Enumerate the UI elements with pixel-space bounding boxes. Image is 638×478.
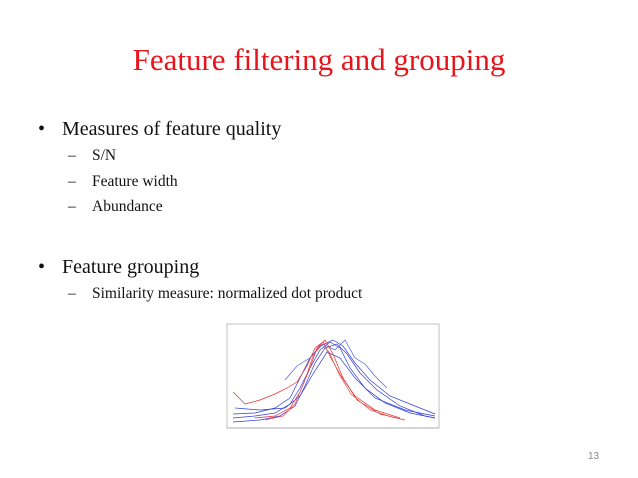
dash-marker: – — [68, 284, 76, 302]
bullet-marker: • — [38, 118, 46, 140]
subitem-text: Similarity measure: normalized dot produ… — [92, 284, 363, 302]
subitem-text: Feature width — [92, 172, 178, 190]
figure — [226, 323, 440, 429]
bullet-text: Measures of feature quality — [62, 118, 282, 140]
bullet-marker: • — [38, 255, 46, 278]
page-number: 13 — [588, 451, 600, 462]
bullet-text: Feature grouping — [62, 255, 200, 278]
subitem-text: Abundance — [92, 198, 163, 215]
subitem-text: S/N — [92, 147, 117, 164]
dash-marker: – — [68, 198, 76, 215]
dash-marker: – — [68, 172, 76, 190]
slide-title: Feature filtering and grouping — [132, 42, 506, 77]
dash-marker: – — [68, 147, 76, 164]
